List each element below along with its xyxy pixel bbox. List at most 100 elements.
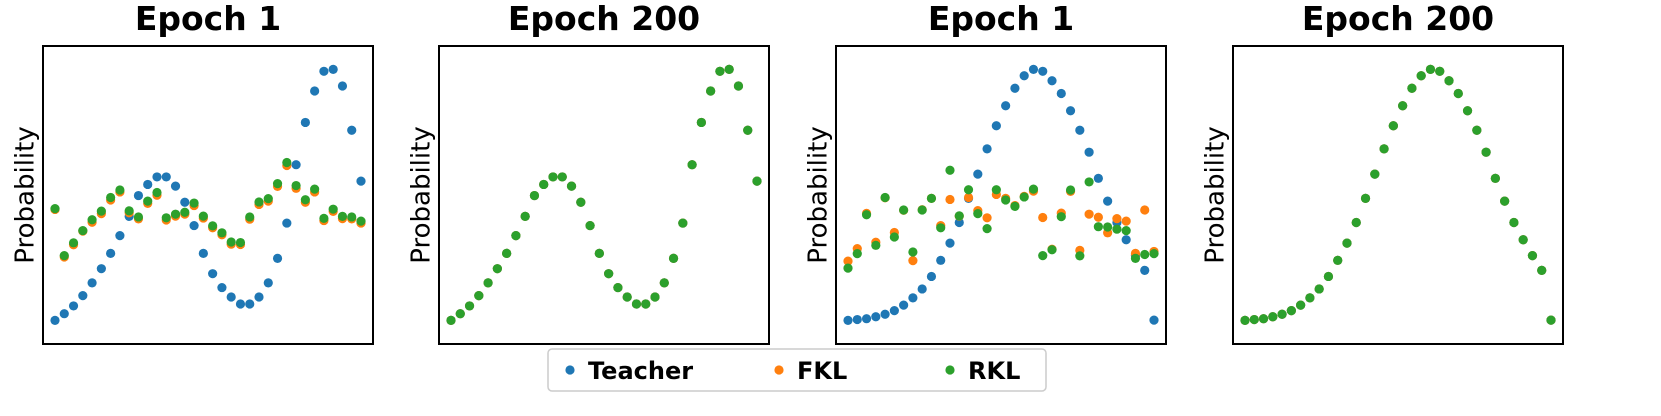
rkl-point xyxy=(328,204,338,214)
rkl-point xyxy=(1249,314,1259,325)
teacher-point xyxy=(1075,125,1085,135)
rkl-point xyxy=(1296,300,1306,310)
rkl-point xyxy=(464,301,475,311)
rkl-point xyxy=(483,278,493,288)
rkl-point xyxy=(539,179,549,190)
rkl-point xyxy=(291,180,301,191)
teacher-point xyxy=(319,66,329,76)
legend: Teacher FKL RKL xyxy=(547,348,1047,392)
y-axis-label: Probability xyxy=(1201,126,1231,263)
rkl-point xyxy=(87,215,97,225)
teacher-point xyxy=(936,255,946,265)
teacher-point xyxy=(50,315,60,325)
rkl-point xyxy=(1277,309,1287,319)
rkl-point xyxy=(954,211,964,221)
rkl-point xyxy=(1435,66,1445,76)
rkl-point xyxy=(557,172,567,182)
teacher-point xyxy=(282,218,292,228)
series-rkl xyxy=(1240,64,1556,325)
rkl-point xyxy=(180,207,190,217)
rkl-point xyxy=(1509,217,1519,228)
rkl-point xyxy=(189,198,199,208)
rkl-point xyxy=(59,251,69,261)
fkl-point xyxy=(1112,214,1122,224)
rkl-point xyxy=(1075,251,1085,261)
teacher-point xyxy=(871,312,881,322)
rkl-point xyxy=(1379,144,1389,154)
rkl-point xyxy=(1370,169,1380,179)
rkl-point xyxy=(576,197,586,207)
rkl-point xyxy=(115,185,125,195)
rkl-point xyxy=(50,204,60,214)
rkl-point xyxy=(880,192,890,203)
teacher-point xyxy=(133,190,144,201)
rkl-point xyxy=(743,125,753,135)
rkl-point xyxy=(696,117,706,128)
teacher-point xyxy=(1093,173,1103,183)
rkl-point xyxy=(106,192,116,203)
series-teacher xyxy=(843,64,1159,325)
teacher-point xyxy=(208,269,218,279)
teacher-point xyxy=(1047,76,1057,86)
teacher-point xyxy=(973,169,983,179)
teacher-point xyxy=(1065,106,1076,116)
rkl-point xyxy=(687,160,697,170)
teacher-point xyxy=(945,238,955,248)
rkl-point xyxy=(566,181,577,191)
teacher-point xyxy=(1038,66,1048,76)
teacher-point xyxy=(852,314,862,325)
teacher-point xyxy=(96,264,106,274)
rkl-point xyxy=(263,194,273,204)
panel-2: Epoch 200 Probability xyxy=(407,0,770,345)
rkl-point xyxy=(254,197,264,207)
rkl-point xyxy=(936,223,946,233)
rkl-point xyxy=(861,210,872,220)
rkl-point xyxy=(1518,235,1528,245)
rkl-point xyxy=(245,212,255,222)
teacher-point xyxy=(1149,315,1159,325)
fkl-point xyxy=(982,213,992,223)
teacher-point xyxy=(1019,71,1029,81)
teacher-point xyxy=(1056,88,1066,99)
legend-label: Teacher xyxy=(588,357,693,385)
rkl-point xyxy=(68,238,79,248)
teacher-point xyxy=(347,125,357,135)
rkl-point xyxy=(1140,249,1150,260)
legend-box xyxy=(547,348,1047,392)
teacher-point xyxy=(328,64,338,74)
teacher-point xyxy=(78,291,88,301)
rkl-point xyxy=(917,205,927,215)
rkl-point xyxy=(1407,83,1417,93)
rkl-point xyxy=(152,187,162,198)
fkl-point xyxy=(843,256,853,266)
teacher-point xyxy=(59,309,69,319)
teacher-point xyxy=(161,172,171,182)
rkl-point xyxy=(1323,271,1334,282)
teacher-point xyxy=(1028,64,1039,74)
rkl-point xyxy=(1305,293,1315,303)
legend-marker xyxy=(945,365,955,375)
plot-frame xyxy=(835,45,1167,345)
rkl-point xyxy=(1056,212,1066,222)
rkl-point xyxy=(143,196,153,206)
rkl-point xyxy=(963,185,974,195)
teacher-point xyxy=(263,278,273,288)
rkl-point xyxy=(1121,225,1131,236)
rkl-point xyxy=(133,212,144,222)
rkl-point xyxy=(852,249,862,259)
rkl-point xyxy=(170,209,181,219)
rkl-point xyxy=(871,240,881,250)
teacher-point xyxy=(954,217,964,228)
teacher-point xyxy=(1001,101,1011,111)
rkl-point xyxy=(198,211,208,221)
rkl-point xyxy=(1462,106,1473,116)
teacher-point xyxy=(189,220,199,231)
teacher-point xyxy=(926,271,937,282)
rkl-point xyxy=(511,230,521,241)
rkl-point xyxy=(752,176,762,186)
legend-marker xyxy=(565,365,575,375)
rkl-point xyxy=(908,247,918,257)
rkl-point xyxy=(217,228,227,238)
rkl-point xyxy=(1038,251,1048,261)
rkl-point xyxy=(1360,193,1371,203)
